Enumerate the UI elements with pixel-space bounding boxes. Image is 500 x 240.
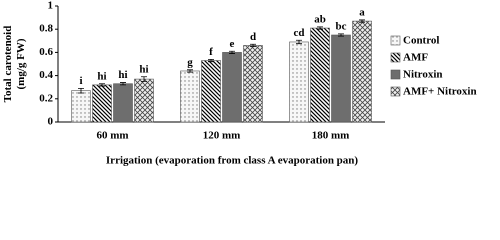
significance-letter: hi (118, 69, 127, 81)
error-bar (317, 26, 323, 30)
y-axis-label: Total carotenoid(mg/g FW) (2, 26, 27, 103)
y-tick-label: 0 (48, 116, 54, 128)
x-axis-label: Irrigation (evaporation from class A eva… (106, 155, 359, 167)
significance-letter: hi (97, 70, 106, 82)
bar (134, 78, 154, 123)
x-tick-label: 180 mm (312, 130, 350, 142)
legend-swatch (390, 35, 401, 46)
y-tick-label: 0.8 (39, 23, 53, 35)
error-bar (359, 19, 365, 23)
y-tick-label: 1 (48, 0, 54, 12)
bar (71, 90, 91, 123)
bar (113, 83, 133, 123)
bar (331, 34, 351, 123)
legend-label: AMF (403, 52, 428, 64)
error-bar (78, 87, 84, 94)
legend-label: Control (403, 35, 439, 47)
significance-letter: d (250, 31, 256, 43)
significance-letter: bc (336, 20, 347, 32)
error-bar (250, 43, 256, 47)
bar (289, 41, 309, 123)
bar (92, 84, 112, 123)
bar (310, 27, 330, 123)
legend-swatch (390, 69, 401, 80)
bar (222, 52, 242, 123)
significance-letter: ab (314, 13, 326, 25)
error-bar (141, 76, 147, 82)
bar (201, 60, 221, 123)
bar (180, 70, 200, 123)
error-bar (229, 50, 235, 54)
error-bar (208, 58, 214, 63)
significance-letter: hi (139, 63, 148, 75)
significance-letter: e (230, 38, 235, 50)
error-bar (120, 82, 126, 86)
chart: Total carotenoid(mg/g FW) Irrigation (ev… (2, 0, 477, 167)
legend-swatch (390, 52, 401, 63)
bar (243, 45, 263, 123)
error-bar (99, 83, 105, 87)
error-bar (338, 33, 344, 37)
legend-label: AMF+ Nitroxin (403, 86, 477, 98)
significance-letter: a (359, 6, 365, 18)
x-tick-label: 120 mm (203, 130, 241, 142)
error-bar (296, 39, 302, 45)
x-tick-label: 60 mm (96, 130, 128, 142)
y-tick-label: 0.6 (39, 46, 53, 58)
y-tick-label: 0.4 (39, 69, 53, 81)
legend-label: Nitroxin (403, 69, 443, 81)
significance-letter: g (187, 56, 193, 68)
error-bar (187, 69, 193, 73)
legend-swatch (390, 86, 401, 97)
y-tick-label: 0.2 (39, 92, 53, 104)
significance-letter: f (209, 46, 213, 58)
significance-letter: i (79, 75, 82, 87)
bar (352, 20, 372, 123)
significance-letter: cd (294, 27, 305, 39)
